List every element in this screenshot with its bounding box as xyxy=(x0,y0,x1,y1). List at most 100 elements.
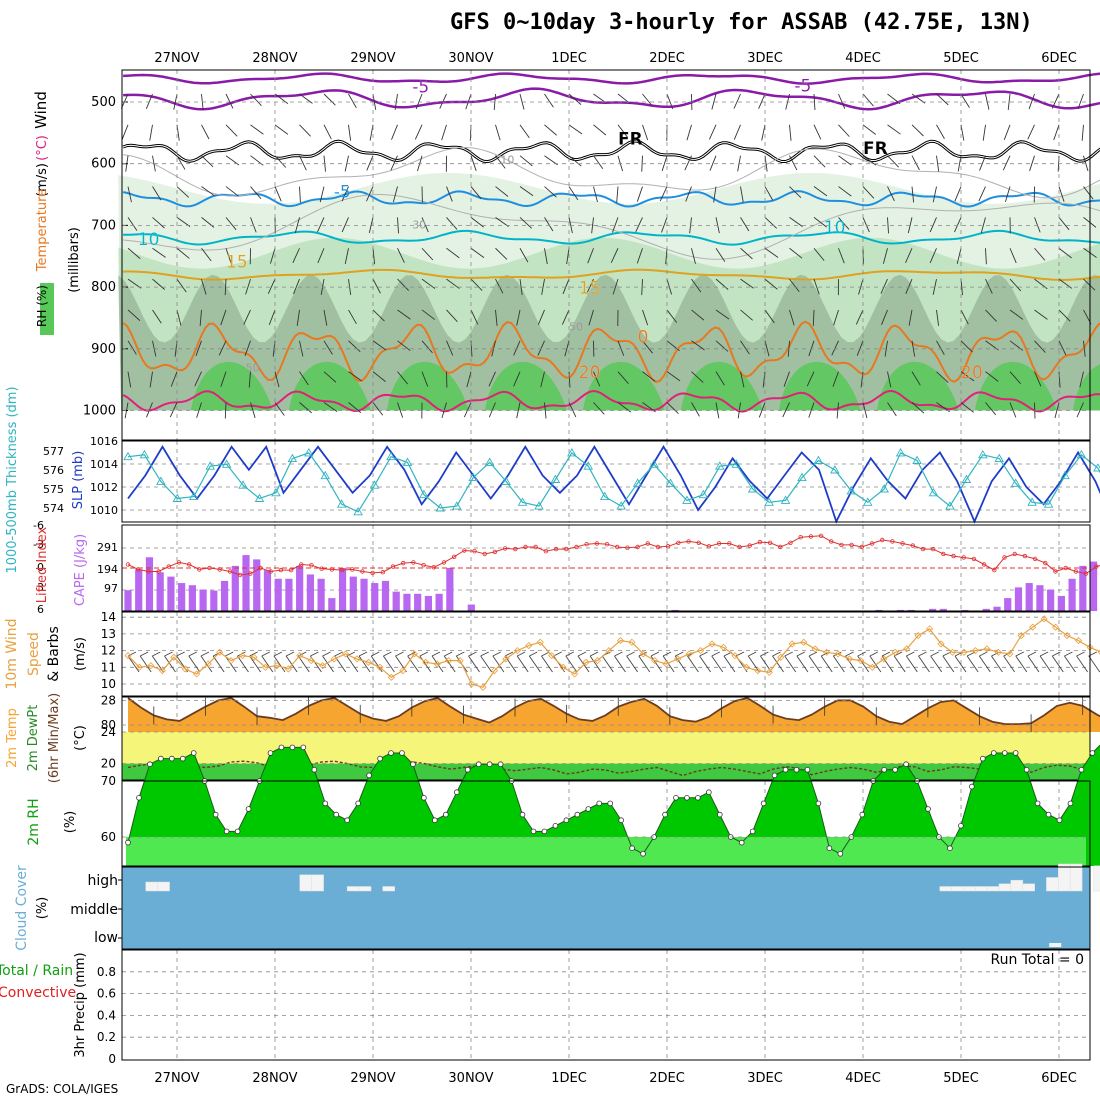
wind-barb-10m-flag xyxy=(468,651,477,657)
li-marker xyxy=(237,572,243,578)
wind-barb-10m xyxy=(662,655,675,673)
thickness-marker xyxy=(534,501,544,510)
thickness-marker xyxy=(336,499,347,508)
wind-barb xyxy=(764,278,778,290)
wind-barb xyxy=(495,278,504,294)
cape-bar xyxy=(1079,565,1087,611)
rh2m-marker xyxy=(749,828,756,835)
date-label-top: 30NOV xyxy=(448,51,493,66)
isotherm-25 xyxy=(122,389,1100,413)
rh2m-marker xyxy=(585,806,592,812)
wind-barb xyxy=(635,217,643,233)
wind-barb-10m xyxy=(443,655,456,673)
wind-barb xyxy=(911,186,915,203)
li-marker xyxy=(339,567,345,573)
rh2m-marker xyxy=(432,817,438,823)
wind-barb xyxy=(685,186,692,202)
contour-label: 0 xyxy=(638,328,649,348)
panel-rh2m xyxy=(121,780,1091,867)
wind-barb-10m xyxy=(930,655,943,673)
wind-barb-10m-flag xyxy=(443,651,453,657)
wind-barb-10m xyxy=(808,655,821,673)
wind-barb xyxy=(960,371,975,382)
wind-barb xyxy=(121,124,129,140)
page-title: GFS 0~10day 3-hourly for ASSAB (42.75E, … xyxy=(450,10,1033,35)
wind-barb xyxy=(666,93,674,110)
wind-marker xyxy=(445,657,453,665)
wind-barb xyxy=(169,402,178,418)
wind-barb xyxy=(881,309,888,325)
wind-barb xyxy=(979,155,986,171)
wind-barb-10m xyxy=(1064,655,1076,673)
wind-marker xyxy=(708,640,716,648)
rh2m-marker xyxy=(1067,800,1074,807)
rh2m-marker xyxy=(1001,750,1008,756)
li-marker xyxy=(1083,571,1089,576)
wind-barb xyxy=(691,340,705,351)
wind-barb xyxy=(566,248,570,265)
thickness-tick: 575 xyxy=(43,483,64,496)
thickness-tick: 574 xyxy=(43,502,64,515)
li-marker xyxy=(197,567,202,572)
wind-marker xyxy=(296,652,304,660)
cloud-high-gap xyxy=(145,881,158,892)
wind-barb xyxy=(733,124,741,140)
cape-bar xyxy=(210,590,218,611)
wind-barb xyxy=(911,340,916,357)
wind-barb-10m xyxy=(869,655,882,673)
wind-barb xyxy=(397,340,411,351)
wind-barb xyxy=(642,93,653,107)
panel-cloud xyxy=(121,866,1091,950)
wind-barb xyxy=(862,93,874,107)
wind-barb xyxy=(1034,309,1048,320)
wind-barb xyxy=(617,371,629,385)
wind-barb-10m-flag xyxy=(334,651,343,657)
li-marker xyxy=(492,549,498,555)
wind-barb xyxy=(887,402,897,417)
wind-barb-10m xyxy=(991,655,1003,673)
wind-barb xyxy=(224,402,227,419)
wind-barb xyxy=(127,340,137,355)
rh2m-marker xyxy=(377,755,383,762)
cape-bar xyxy=(296,565,304,611)
wind-marker xyxy=(284,665,292,673)
date-label-top: 1DEC xyxy=(551,51,587,66)
wind-marker xyxy=(788,640,796,648)
contour-label: 20 xyxy=(961,363,983,383)
cape-bar xyxy=(167,576,175,611)
wind-barb xyxy=(372,371,386,382)
wind-barb xyxy=(323,93,336,106)
wind-marker xyxy=(960,648,968,656)
wind-barb xyxy=(244,340,251,356)
axis-label-rh2m: 2m RH xyxy=(26,798,42,845)
wind-marker xyxy=(479,683,487,691)
wind-tick: 12 xyxy=(101,644,116,658)
wind-barb xyxy=(855,309,864,325)
wind-barb xyxy=(982,124,986,141)
wind-barb xyxy=(1058,217,1070,231)
wind-barb xyxy=(516,402,521,419)
wind-barb-10m-flag xyxy=(565,651,575,657)
rh2m-marker xyxy=(190,750,197,756)
li-marker xyxy=(818,533,824,538)
wind-barb-10m xyxy=(832,655,845,673)
wind-barb xyxy=(366,155,374,171)
wind-barb xyxy=(758,402,766,418)
wind-barb xyxy=(661,155,668,172)
wind-barb xyxy=(932,279,937,295)
cloud-high-gap xyxy=(951,886,964,892)
wind-barb xyxy=(887,217,889,234)
li-marker xyxy=(462,548,467,553)
wind-marker xyxy=(731,652,739,660)
li-marker xyxy=(757,539,763,545)
wind-barb-10m-flag xyxy=(419,651,429,657)
rh2m-marker xyxy=(311,766,318,773)
wind-barb xyxy=(758,93,766,109)
li-marker xyxy=(890,539,895,544)
thickness-marker xyxy=(994,453,1005,463)
wind-barb xyxy=(495,124,501,141)
wind-barb xyxy=(1034,217,1041,233)
date-label-bottom: 29NOV xyxy=(350,1071,395,1086)
thickness-marker xyxy=(583,461,594,470)
li-marker xyxy=(1053,569,1058,574)
